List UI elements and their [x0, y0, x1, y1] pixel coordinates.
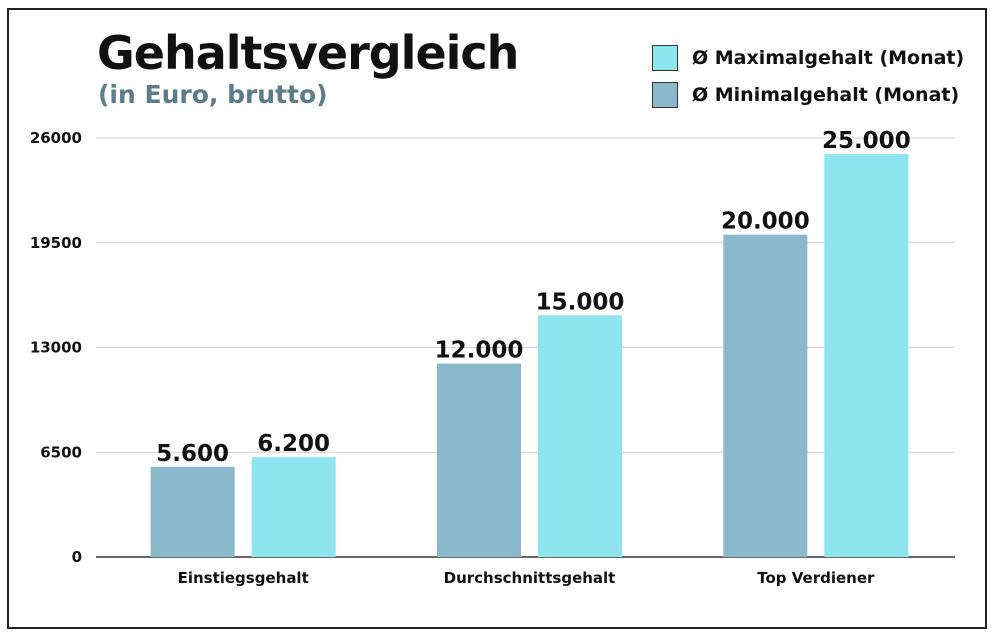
x-tick-label: Einstiegsgehalt — [178, 569, 309, 587]
legend-swatch-max — [652, 45, 678, 71]
bar — [437, 363, 521, 557]
legend-label-max: Ø Maximalgehalt (Monat) — [692, 47, 965, 69]
data-label: 20.000 — [721, 209, 810, 235]
y-tick-label: 0 — [72, 548, 82, 566]
y-tick-label: 13000 — [30, 339, 82, 357]
legend-item-max: Ø Maximalgehalt (Monat) — [652, 45, 964, 71]
data-label: 12.000 — [435, 338, 524, 364]
data-label: 25.000 — [822, 128, 911, 154]
data-label: 6.200 — [257, 431, 330, 457]
data-label: 15.000 — [536, 289, 625, 315]
y-tick-label: 19500 — [30, 234, 82, 252]
data-label: 5.600 — [156, 441, 229, 467]
x-tick-label: Durchschnittsgehalt — [444, 569, 616, 587]
bar — [538, 315, 622, 557]
bar — [150, 466, 235, 557]
bar — [824, 154, 909, 557]
x-tick-label: Top Verdiener — [757, 569, 875, 587]
chart-subtitle: (in Euro, brutto) — [98, 80, 328, 109]
legend-swatch-min — [652, 82, 678, 108]
legend-item-min: Ø Minimalgehalt (Monat) — [652, 82, 959, 108]
legend-label-min: Ø Minimalgehalt (Monat) — [692, 84, 960, 106]
chart-title: Gehaltsvergleich — [97, 26, 519, 80]
y-tick-label: 26000 — [30, 129, 82, 147]
y-tick-label: 6500 — [40, 443, 82, 461]
bar — [251, 457, 336, 557]
bar — [723, 234, 808, 557]
